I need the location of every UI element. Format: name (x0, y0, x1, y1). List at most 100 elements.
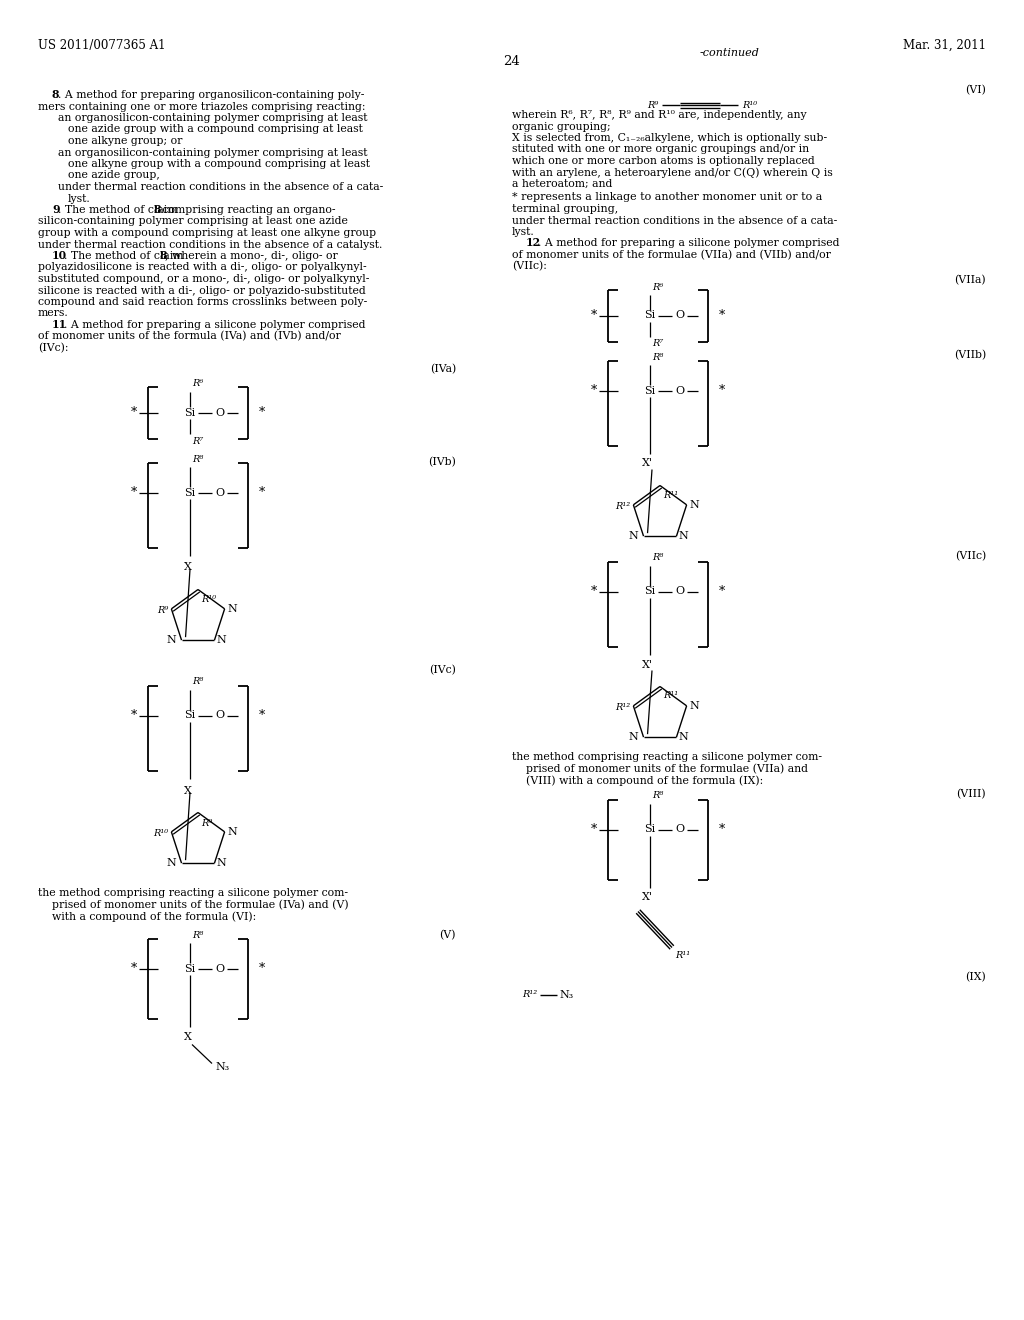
Text: of monomer units of the formula (IVa) and (IVb) and/or: of monomer units of the formula (IVa) an… (38, 331, 341, 342)
Text: (V): (V) (439, 931, 456, 940)
Text: one azide group,: one azide group, (68, 170, 160, 181)
Text: O: O (676, 385, 685, 396)
Text: R⁶: R⁶ (652, 282, 664, 292)
Text: polyazidosilicone is reacted with a di-, oligo- or polyalkynyl-: polyazidosilicone is reacted with a di-,… (38, 263, 367, 272)
Text: (VIIa): (VIIa) (954, 275, 986, 285)
Text: (VIIc): (VIIc) (954, 552, 986, 561)
Text: * represents a linkage to another monomer unit or to a: * represents a linkage to another monome… (512, 193, 822, 202)
Text: N: N (629, 733, 639, 742)
Text: N: N (679, 531, 688, 541)
Text: comprising reacting an organo-: comprising reacting an organo- (159, 205, 336, 215)
Text: wherein R⁶, R⁷, R⁸, R⁹ and R¹⁰ are, independently, any: wherein R⁶, R⁷, R⁸, R⁹ and R¹⁰ are, inde… (512, 110, 807, 120)
Text: one alkyne group with a compound comprising at least: one alkyne group with a compound compris… (68, 158, 370, 169)
Text: one azide group with a compound comprising at least: one azide group with a compound comprisi… (68, 124, 362, 135)
Text: *: * (591, 309, 597, 322)
Text: stituted with one or more organic groupings and/or in: stituted with one or more organic groupi… (512, 144, 809, 154)
Text: substituted compound, or a mono-, di-, oligo- or polyalkynyl-: substituted compound, or a mono-, di-, o… (38, 275, 370, 284)
Text: under thermal reaction conditions in the absence of a cata-: under thermal reaction conditions in the… (512, 215, 838, 226)
Text: *: * (719, 822, 725, 836)
Text: 12: 12 (526, 238, 541, 248)
Text: terminal grouping,: terminal grouping, (512, 205, 618, 214)
Text: X': X' (642, 892, 653, 903)
Text: *: * (131, 962, 137, 975)
Text: R¹¹: R¹¹ (663, 692, 678, 701)
Text: R¹²: R¹² (522, 990, 538, 999)
Text: *: * (259, 486, 265, 499)
Text: silicone is reacted with a di-, oligo- or polyazido-substituted: silicone is reacted with a di-, oligo- o… (38, 285, 366, 296)
Text: under thermal reaction conditions in the absence of a cata-: under thermal reaction conditions in the… (58, 182, 383, 191)
Text: 24: 24 (504, 55, 520, 69)
Text: R⁸: R⁸ (652, 792, 664, 800)
Text: *: * (131, 486, 137, 499)
Text: N: N (689, 500, 699, 510)
Text: O: O (215, 487, 224, 498)
Text: an organosilicon-containing polymer comprising at least: an organosilicon-containing polymer comp… (58, 114, 368, 123)
Text: 8: 8 (52, 88, 59, 100)
Text: Si: Si (184, 710, 196, 721)
Text: (IX): (IX) (966, 973, 986, 982)
Text: (IVb): (IVb) (428, 457, 456, 467)
Text: (VI): (VI) (966, 84, 986, 95)
Text: N: N (167, 858, 176, 869)
Text: N₃: N₃ (215, 1061, 229, 1072)
Text: organic grouping;: organic grouping; (512, 121, 610, 132)
Text: group with a compound comprising at least one alkyne group: group with a compound comprising at leas… (38, 228, 376, 238)
Text: O: O (215, 964, 224, 974)
Text: compound and said reaction forms crosslinks between poly-: compound and said reaction forms crossli… (38, 297, 368, 308)
Text: . A method for preparing a silicone polymer comprised: . A method for preparing a silicone poly… (63, 319, 366, 330)
Text: O: O (676, 586, 685, 597)
Text: R¹⁰: R¹⁰ (742, 100, 757, 110)
Text: lyst.: lyst. (68, 194, 91, 203)
Text: under thermal reaction conditions in the absence of a catalyst.: under thermal reaction conditions in the… (38, 239, 382, 249)
Text: Si: Si (184, 408, 196, 417)
Text: N: N (629, 531, 639, 541)
Text: R¹⁰: R¹⁰ (201, 595, 216, 605)
Text: R¹²: R¹² (615, 704, 631, 713)
Text: . The method of claim: . The method of claim (63, 251, 187, 261)
Text: R⁸: R⁸ (652, 553, 664, 562)
Text: , wherein a mono-, di-, oligo- or: , wherein a mono-, di-, oligo- or (165, 251, 338, 261)
Text: X': X' (642, 660, 653, 669)
Text: Si: Si (644, 825, 655, 834)
Text: prised of monomer units of the formulae (IVa) and (V): prised of monomer units of the formulae … (52, 899, 348, 909)
Text: *: * (719, 309, 725, 322)
Text: (VIII): (VIII) (956, 789, 986, 800)
Text: which one or more carbon atoms is optionally replaced: which one or more carbon atoms is option… (512, 156, 815, 166)
Text: one alkyne group; or: one alkyne group; or (68, 136, 182, 147)
Text: *: * (259, 962, 265, 975)
Text: *: * (259, 407, 265, 418)
Text: lyst.: lyst. (512, 227, 535, 238)
Text: N: N (167, 635, 176, 645)
Text: O: O (215, 408, 224, 417)
Text: *: * (591, 822, 597, 836)
Text: X: X (184, 785, 191, 796)
Text: (VIIb): (VIIb) (953, 350, 986, 360)
Text: (IVc): (IVc) (429, 665, 456, 676)
Text: 8: 8 (153, 205, 161, 215)
Text: N: N (227, 826, 238, 837)
Text: *: * (591, 384, 597, 397)
Text: . The method of claim: . The method of claim (58, 205, 181, 215)
Text: R¹²: R¹² (615, 503, 631, 511)
Text: Si: Si (184, 487, 196, 498)
Text: Si: Si (644, 586, 655, 597)
Text: O: O (676, 825, 685, 834)
Text: N: N (216, 635, 226, 645)
Text: Si: Si (644, 385, 655, 396)
Text: N: N (216, 858, 226, 869)
Text: O: O (676, 310, 685, 321)
Text: 8: 8 (159, 249, 167, 261)
Text: R¹⁰: R¹⁰ (154, 829, 168, 838)
Text: N: N (679, 733, 688, 742)
Text: (IVc):: (IVc): (38, 343, 69, 352)
Text: mers containing one or more triazoles comprising reacting:: mers containing one or more triazoles co… (38, 102, 366, 111)
Text: *: * (719, 384, 725, 397)
Text: X: X (184, 1031, 191, 1041)
Text: (VIIc):: (VIIc): (512, 261, 547, 272)
Text: N₃: N₃ (559, 990, 573, 999)
Text: a heteroatom; and: a heteroatom; and (512, 180, 612, 189)
Text: X': X' (642, 458, 653, 469)
Text: *: * (131, 407, 137, 418)
Text: X is selected from, C₁₋₂₆alkylene, which is optionally sub-: X is selected from, C₁₋₂₆alkylene, which… (512, 133, 827, 143)
Text: R⁹: R⁹ (201, 818, 212, 828)
